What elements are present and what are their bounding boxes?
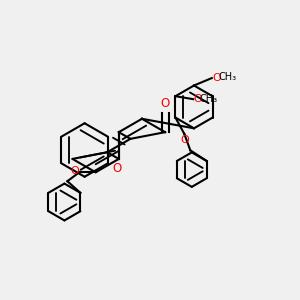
Text: CH₃: CH₃ bbox=[200, 94, 218, 104]
Text: O: O bbox=[212, 73, 221, 83]
Text: O: O bbox=[160, 98, 170, 110]
Text: O: O bbox=[70, 166, 79, 176]
Text: O: O bbox=[113, 163, 122, 176]
Text: O: O bbox=[180, 135, 189, 145]
Text: O: O bbox=[194, 94, 203, 104]
Text: CH₃: CH₃ bbox=[218, 72, 236, 82]
